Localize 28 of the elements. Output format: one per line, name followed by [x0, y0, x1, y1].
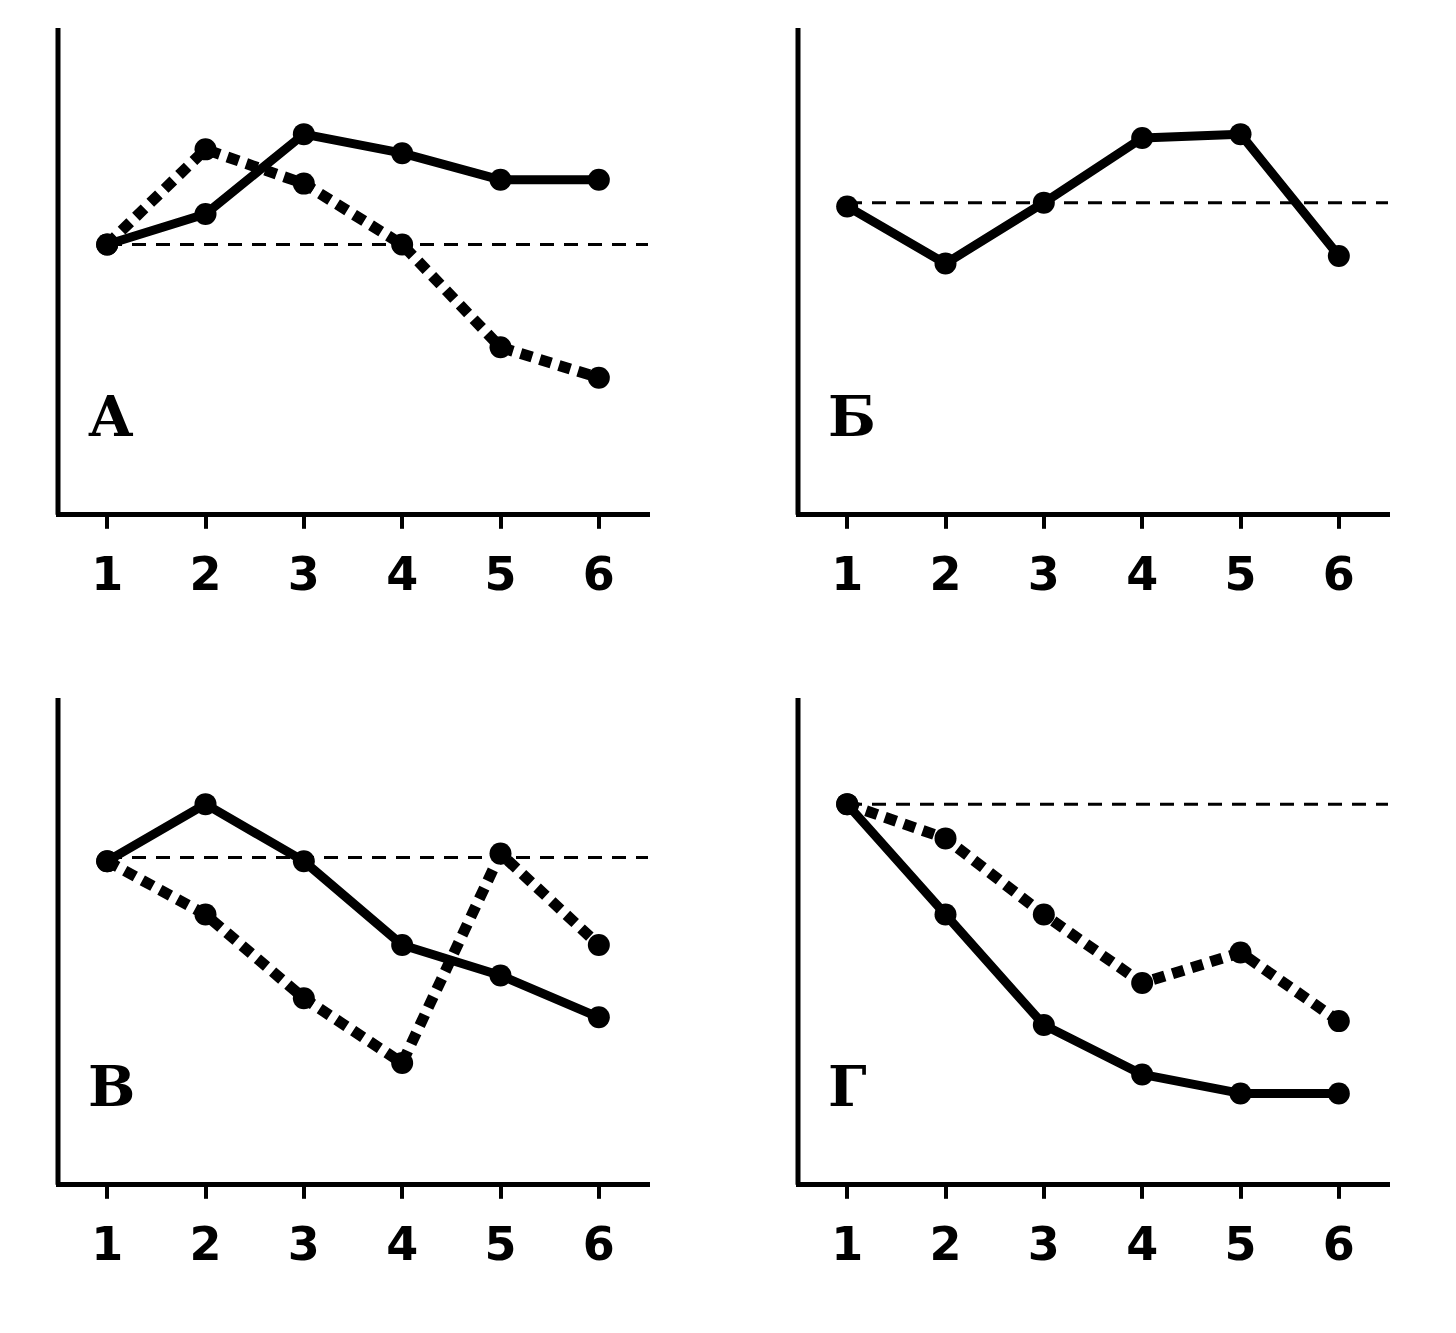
annotation: Б: [828, 383, 876, 450]
x-tick-label: 2: [929, 1217, 962, 1272]
x-tick-label: 5: [484, 547, 517, 602]
annotation: В: [88, 1053, 136, 1120]
x-tick-label: 1: [831, 547, 864, 602]
x-tick-label: 1: [831, 1217, 864, 1272]
x-tick-label: 4: [386, 1217, 419, 1272]
x-tick-label: 6: [582, 547, 615, 602]
x-tick-label: 3: [1027, 547, 1060, 602]
x-tick-label: 1: [91, 1217, 124, 1272]
x-tick-label: 4: [1126, 1217, 1159, 1272]
x-tick-label: 6: [1322, 547, 1355, 602]
x-tick-label: 4: [386, 547, 419, 602]
x-tick-label: 3: [287, 547, 320, 602]
x-tick-label: 3: [287, 1217, 320, 1272]
x-tick-label: 5: [484, 1217, 517, 1272]
x-tick-label: 1: [91, 547, 124, 602]
x-tick-label: 4: [1126, 547, 1159, 602]
x-tick-label: 2: [189, 547, 222, 602]
x-tick-label: 5: [1224, 1217, 1257, 1272]
x-tick-label: 6: [582, 1217, 615, 1272]
x-tick-label: 2: [189, 1217, 222, 1272]
annotation: Г: [828, 1053, 867, 1120]
x-tick-label: 5: [1224, 547, 1257, 602]
annotation: А: [88, 383, 134, 450]
x-tick-label: 6: [1322, 1217, 1355, 1272]
x-tick-label: 2: [929, 547, 962, 602]
x-tick-label: 3: [1027, 1217, 1060, 1272]
